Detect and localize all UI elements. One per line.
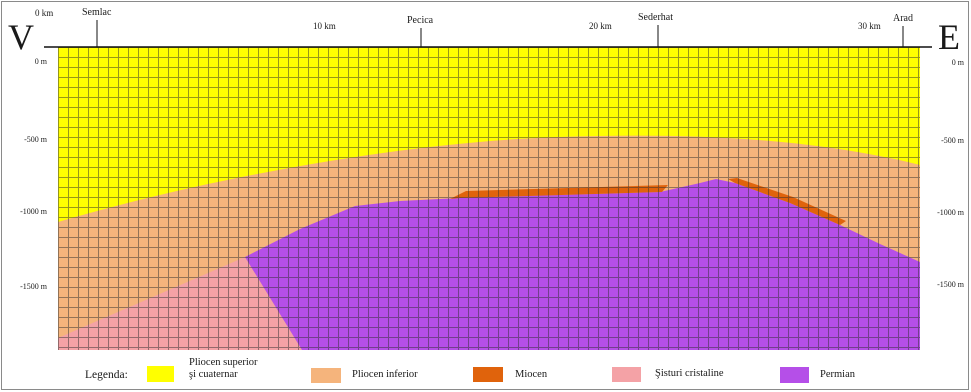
locality-label-pecica: Pecica — [407, 15, 434, 26]
depth-label-left-500: -500 m — [24, 135, 47, 144]
legend-swatch-miocen — [473, 367, 503, 382]
depth-label-left-1000: -1000 m — [20, 207, 47, 216]
legend-title: Legenda: — [85, 369, 128, 381]
depth-label-left-0: 0 m — [34, 57, 47, 66]
legend-swatch-permian — [780, 367, 809, 383]
locality-label-semlac: Semlac — [82, 7, 112, 18]
distance-label-10-km: 10 km — [313, 21, 336, 31]
legend-label-pliocen-inferior: Pliocen inferior — [352, 369, 418, 380]
depth-label-left-1500: -1500 m — [20, 282, 47, 291]
distance-label-20-km: 20 km — [589, 21, 612, 31]
legend-swatch-sisturi-cristaline — [612, 367, 641, 382]
legend-label-pliocen-superior-cuaternar: Pliocen superior şi cuaternar — [189, 357, 258, 380]
depth-label-right-500: -500 m — [941, 136, 964, 145]
legend-swatch-pliocen-superior-cuaternar — [147, 366, 174, 382]
legend-label-permian: Permian — [820, 369, 855, 380]
depth-label-right-1000: -1000 m — [937, 208, 964, 217]
grid-overlay — [58, 47, 920, 350]
depth-label-right-1500: -1500 m — [937, 280, 964, 289]
locality-label-sederhat: Sederhat — [638, 12, 673, 23]
distance-label-0-km: 0 km — [35, 8, 54, 18]
east-direction-label: E — [938, 17, 960, 57]
legend-swatches — [147, 366, 809, 383]
legend-swatch-pliocen-inferior — [311, 368, 341, 383]
locality-label-arad: Arad — [893, 13, 913, 24]
depth-label-right-0: 0 m — [951, 58, 964, 67]
legend-label-sisturi-cristaline: Şisturi cristaline — [655, 368, 724, 379]
west-direction-label: V — [8, 17, 34, 57]
locality-ticks — [96, 20, 904, 47]
cross-section-layers — [58, 47, 920, 350]
legend-label-miocen: Miocen — [515, 369, 548, 380]
distance-label-30-km: 30 km — [858, 21, 881, 31]
